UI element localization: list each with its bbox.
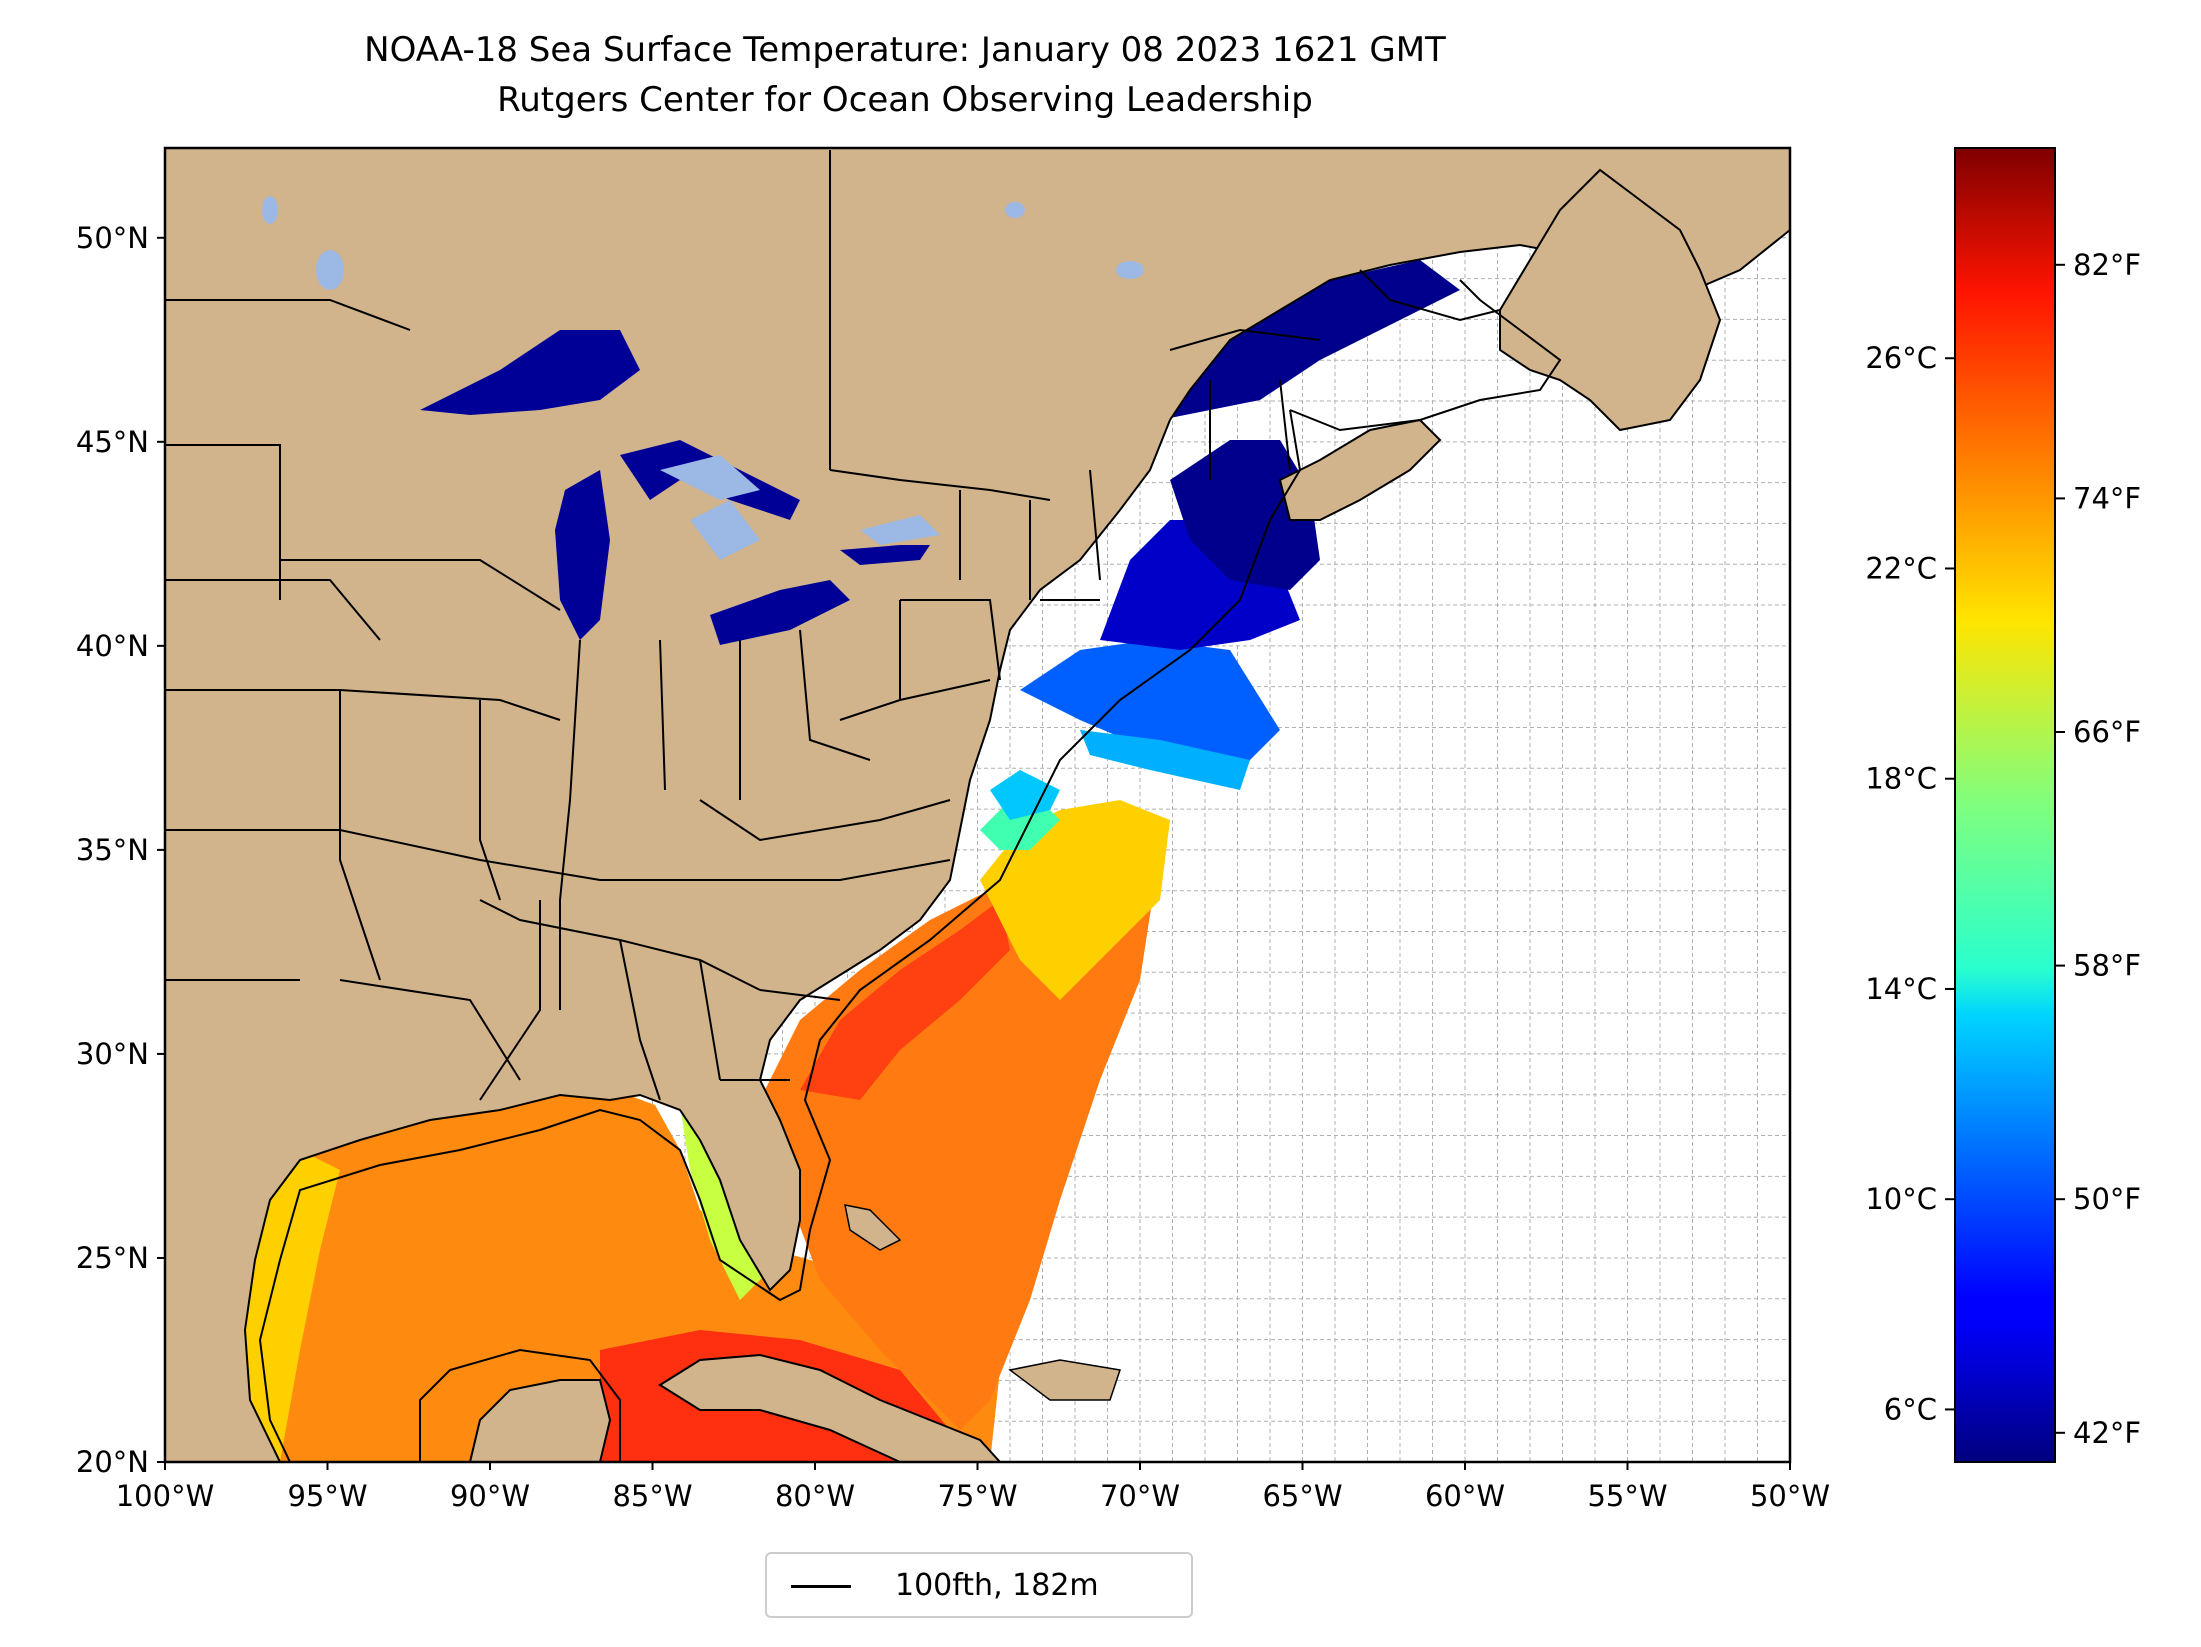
lon-tick-label: 70°W [1100, 1479, 1180, 1513]
colorbar-fahrenheit-label: 42°F [2073, 1416, 2141, 1450]
sst-midatlantic-cyan [990, 770, 1060, 820]
colorbar-celsius-label: 6°C [1884, 1392, 1937, 1426]
map-axis-ticks: 100°W 95°W 90°W 85°W 80°W 75°W 70°W 65°W 60°W 55°… [76, 221, 1830, 1513]
colorbar-fahrenheit-label: 82°F [2073, 248, 2141, 282]
colorbar-celsius-label: 26°C [1865, 341, 1937, 375]
lon-tick-label: 50°W [1750, 1479, 1830, 1513]
isobath-100fth [258, 409, 1302, 1462]
lat-tick-label: 45°N [76, 425, 149, 459]
colorbar-ticks: 6°C 10°C 14°C 18°C 22°C 26°C 42°F 50°F 58°F 66°F 7… [1865, 248, 2141, 1450]
colorbar-celsius-label: 22°C [1865, 551, 1937, 585]
colorbar-celsius-label: 10°C [1865, 1182, 1937, 1216]
nova-scotia-land [1278, 418, 1442, 521]
lakes [262, 196, 1144, 645]
lat-tick-label: 30°N [76, 1037, 149, 1071]
lon-tick-label: 55°W [1587, 1479, 1667, 1513]
newfoundland-land [1499, 168, 1722, 432]
lat-tick-label: 50°N [76, 221, 149, 255]
sst-st-lawrence-navy [1160, 260, 1460, 420]
colorbar-fahrenheit-label: 50°F [2073, 1182, 2141, 1216]
lon-tick-label: 80°W [775, 1479, 855, 1513]
legend-label: 100fth, 182m [895, 1568, 1099, 1603]
sst-gulf-of-maine [1170, 440, 1320, 590]
colorbar-fahrenheit-label: 58°F [2073, 949, 2141, 983]
bahamas-land [844, 1204, 902, 1251]
lon-tick-label: 60°W [1425, 1479, 1505, 1513]
lat-tick-label: 35°N [76, 833, 149, 867]
colorbar-fahrenheit-label: 66°F [2073, 715, 2141, 749]
lat-tick-label: 25°N [76, 1241, 149, 1275]
north-america-land [165, 148, 1790, 1462]
lon-tick-label: 65°W [1262, 1479, 1342, 1513]
lon-tick-label: 85°W [612, 1479, 692, 1513]
colorbar [1954, 147, 2056, 1463]
lat-tick-label: 20°N [76, 1445, 149, 1479]
chart-subtitle: Rutgers Center for Ocean Observing Leade… [497, 80, 1313, 120]
chart-title: NOAA-18 Sea Surface Temperature: January… [364, 30, 1446, 70]
lon-tick-label: 75°W [937, 1479, 1017, 1513]
sst-midatlantic-blue [1020, 640, 1280, 770]
cuba-land [658, 1353, 1002, 1462]
colorbar-fahrenheit-label: 74°F [2073, 481, 2141, 515]
sst-gulfstream-core [800, 900, 1010, 1100]
legend-line-swatch [791, 1585, 851, 1588]
colorbar-celsius-label: 14°C [1865, 972, 1937, 1006]
legend: 100fth, 182m [765, 1552, 1193, 1618]
lon-tick-label: 95°W [287, 1479, 367, 1513]
isobath-100fth-canada [1289, 279, 1562, 432]
political-borders [165, 150, 1501, 1101]
lon-tick-label: 100°W [116, 1479, 215, 1513]
sst-shelf-cyan [1080, 730, 1250, 790]
lon-tick-label: 90°W [450, 1479, 530, 1513]
isobath-100fth-yucatan [419, 1348, 621, 1462]
hispaniola-land [1008, 1359, 1121, 1401]
yucatan-land [468, 1379, 612, 1462]
colorbar-celsius-label: 18°C [1865, 762, 1937, 796]
lat-tick-label: 40°N [76, 629, 149, 663]
